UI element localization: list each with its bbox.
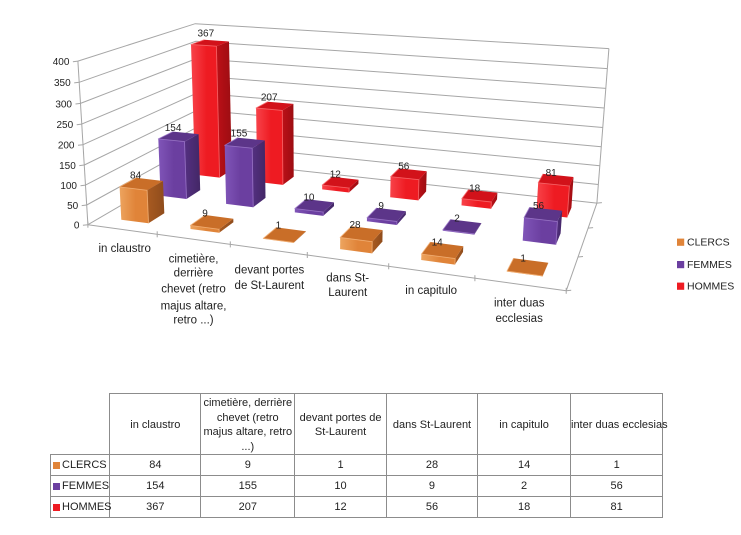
svg-text:154: 154 xyxy=(165,123,182,134)
svg-text:FEMMES: FEMMES xyxy=(687,259,732,271)
svg-text:350: 350 xyxy=(54,78,71,89)
svg-text:250: 250 xyxy=(57,120,74,131)
svg-text:150: 150 xyxy=(59,161,76,172)
svg-text:9: 9 xyxy=(202,208,208,219)
svg-text:50: 50 xyxy=(67,201,79,212)
svg-text:derrière: derrière xyxy=(174,268,214,280)
svg-text:400: 400 xyxy=(53,57,70,68)
svg-text:56: 56 xyxy=(398,161,410,172)
svg-text:HOMMES: HOMMES xyxy=(687,281,734,293)
svg-text:200: 200 xyxy=(58,141,75,152)
svg-text:2: 2 xyxy=(454,214,460,225)
svg-text:cimetière,: cimetière, xyxy=(169,253,219,265)
svg-text:inter duas: inter duas xyxy=(494,297,545,309)
svg-text:CLERCS: CLERCS xyxy=(687,237,730,249)
svg-text:in claustro: in claustro xyxy=(98,243,150,255)
svg-text:10: 10 xyxy=(303,193,315,204)
svg-text:Laurent: Laurent xyxy=(328,287,368,299)
svg-text:de St-Laurent: de St-Laurent xyxy=(235,280,305,292)
svg-text:28: 28 xyxy=(349,220,361,231)
svg-text:devant portes: devant portes xyxy=(235,264,305,276)
svg-text:ecclesias: ecclesias xyxy=(496,313,544,325)
svg-text:14: 14 xyxy=(432,237,444,248)
svg-text:12: 12 xyxy=(330,169,342,180)
svg-text:84: 84 xyxy=(130,171,142,182)
svg-text:100: 100 xyxy=(60,181,77,192)
svg-text:155: 155 xyxy=(231,128,248,139)
svg-text:9: 9 xyxy=(378,201,384,212)
svg-text:majus altare,: majus altare, xyxy=(161,300,227,312)
svg-text:dans St-: dans St- xyxy=(326,273,369,285)
svg-text:retro ...): retro ...) xyxy=(173,315,213,327)
svg-text:1: 1 xyxy=(276,220,282,231)
svg-text:1: 1 xyxy=(520,253,526,264)
svg-text:chevet (retro: chevet (retro xyxy=(161,284,226,296)
svg-text:in capitulo: in capitulo xyxy=(405,285,457,297)
svg-text:367: 367 xyxy=(197,29,214,40)
svg-text:56: 56 xyxy=(533,201,545,212)
svg-text:0: 0 xyxy=(74,221,80,232)
svg-text:300: 300 xyxy=(55,99,72,110)
svg-text:18: 18 xyxy=(469,184,481,195)
svg-text:207: 207 xyxy=(261,93,278,104)
svg-text:81: 81 xyxy=(546,168,558,179)
